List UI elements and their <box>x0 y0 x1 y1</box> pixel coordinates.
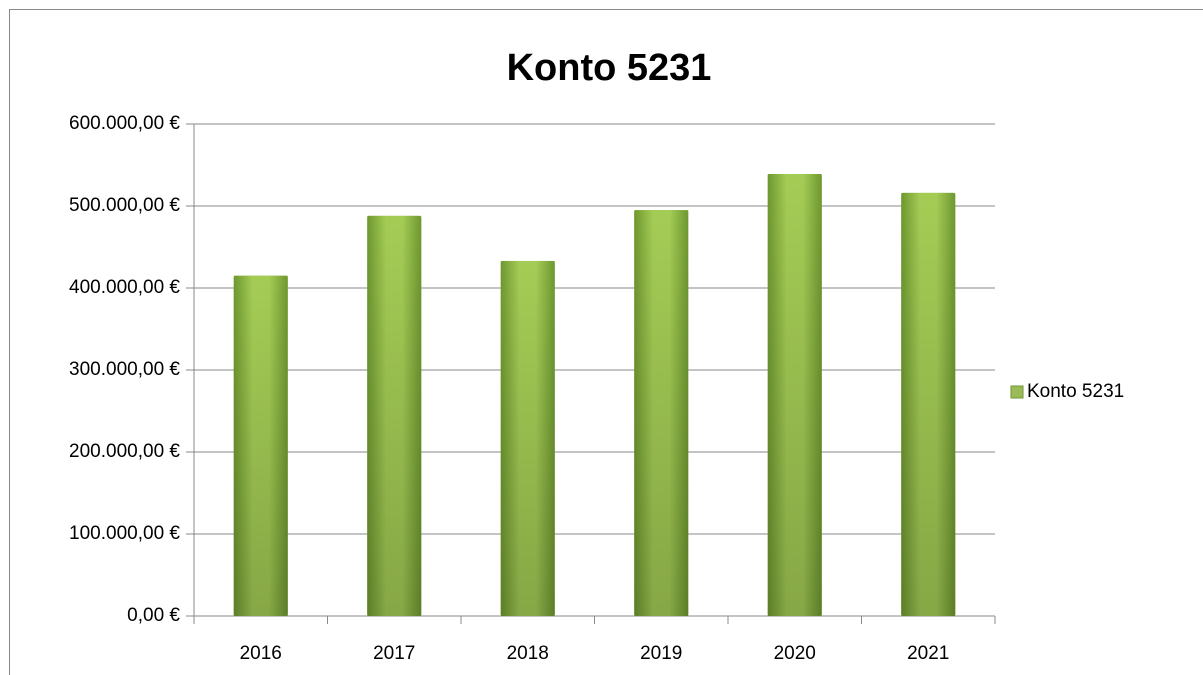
bar-shade <box>901 192 956 616</box>
y-tick-label: 600.000,00 € <box>69 113 180 134</box>
chart-title: Konto 5231 <box>507 47 712 89</box>
y-tick-label: 300.000,00 € <box>69 359 180 380</box>
bar-shade <box>500 260 555 616</box>
legend-swatch <box>1010 385 1024 399</box>
x-tick-label: 2017 <box>373 643 415 664</box>
x-tick-label: 2016 <box>240 643 282 664</box>
y-tick-label: 0,00 € <box>127 605 180 626</box>
bar-shade <box>367 215 422 616</box>
legend-label: Konto 5231 <box>1027 381 1124 402</box>
x-tick-label: 2021 <box>907 643 949 664</box>
y-tick-label: 200.000,00 € <box>69 441 180 462</box>
bar-shade <box>233 275 288 616</box>
x-tick-label: 2018 <box>507 643 549 664</box>
y-tick-label: 100.000,00 € <box>69 523 180 544</box>
x-tick-label: 2019 <box>640 643 682 664</box>
y-tick-label: 400.000,00 € <box>69 277 180 298</box>
y-tick-label: 500.000,00 € <box>69 195 180 216</box>
chart-frame <box>9 9 1203 675</box>
x-tick-label: 2020 <box>774 643 816 664</box>
bar-shade <box>634 210 689 616</box>
bar-shade <box>767 174 822 616</box>
